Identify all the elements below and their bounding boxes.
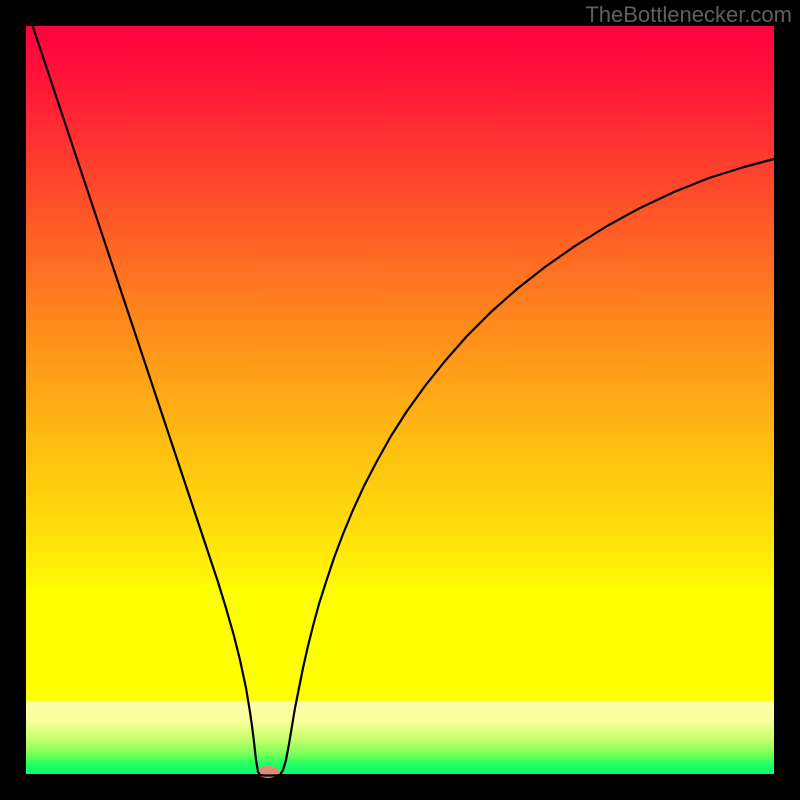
watermark-text: TheBottlenecker.com <box>585 2 792 28</box>
bottleneck-chart <box>0 0 800 800</box>
chart-background <box>26 26 774 774</box>
chart-container: { "watermark": { "text": "TheBottlenecke… <box>0 0 800 800</box>
